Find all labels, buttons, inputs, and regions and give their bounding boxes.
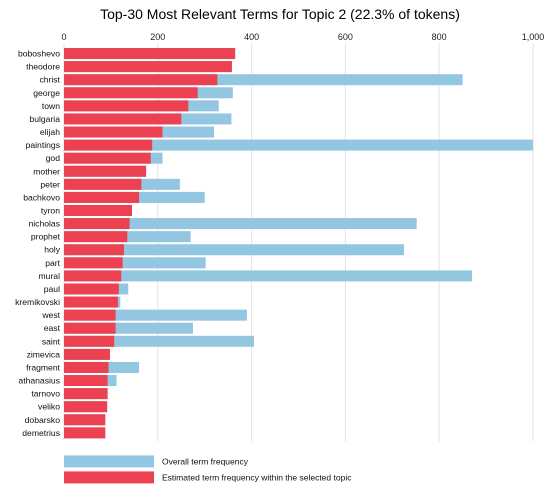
term-label: god xyxy=(46,153,61,163)
overall-bar xyxy=(64,322,193,334)
topic-bar xyxy=(64,113,182,125)
x-tick-label: 1,000 xyxy=(522,32,545,42)
overall-bar xyxy=(64,257,206,269)
topic-bar xyxy=(64,257,123,269)
term-label: veliko xyxy=(38,402,60,412)
term-label: tyron xyxy=(41,206,60,216)
x-tick-label: 800 xyxy=(432,32,447,42)
term-label: east xyxy=(44,323,61,333)
legend-swatch xyxy=(64,471,154,484)
term-label: west xyxy=(41,310,60,320)
topic-bar xyxy=(64,205,133,216)
topic-bar xyxy=(64,48,236,60)
term-label: prophet xyxy=(31,232,61,242)
x-tick-label: 0 xyxy=(61,32,66,42)
topic-bar xyxy=(64,401,108,413)
topic-bar xyxy=(64,414,106,426)
topic-bar xyxy=(64,100,189,112)
topic-bar xyxy=(64,296,118,308)
term-label: theodore xyxy=(26,62,60,72)
legend-label: Estimated term frequency within the sele… xyxy=(162,472,352,482)
overall-bar xyxy=(64,244,405,256)
overall-bar xyxy=(64,139,533,151)
term-label: george xyxy=(33,88,60,98)
overall-bar xyxy=(64,335,254,347)
topic-bar xyxy=(64,165,147,177)
topic-bar xyxy=(64,427,106,439)
term-label: mural xyxy=(39,271,61,281)
overall-bar xyxy=(64,309,247,321)
term-label: saint xyxy=(42,336,61,346)
topic-bar xyxy=(64,152,151,164)
topic-frequency-bars xyxy=(64,48,236,439)
overall-bar xyxy=(64,74,463,86)
topic-bar xyxy=(64,74,218,86)
term-labels: boboshevo theodore christ george town bulgari… xyxy=(15,49,61,438)
topic-bar xyxy=(64,388,108,400)
topic-bar xyxy=(64,375,108,387)
topic-bar xyxy=(64,139,153,151)
term-label: elijah xyxy=(40,127,60,137)
term-label: mother xyxy=(33,166,60,176)
term-label: nicholas xyxy=(28,219,60,229)
term-label: demetrius xyxy=(22,428,60,438)
topic-bar xyxy=(64,270,122,282)
x-tick-label: 400 xyxy=(244,32,259,42)
topic-bar xyxy=(64,61,232,73)
term-label: bulgaria xyxy=(29,114,60,124)
x-axis-ticks: 0 200 400 600 800 1,000 xyxy=(61,32,544,42)
term-label: boboshevo xyxy=(18,49,60,59)
term-label: fragment xyxy=(26,362,61,372)
overall-bar xyxy=(64,270,473,282)
topic-bar xyxy=(64,309,116,321)
legend-label: Overall term frequency xyxy=(162,456,249,466)
topic-bar xyxy=(64,87,198,99)
topic-bar xyxy=(64,231,128,243)
chart-title: Top-30 Most Relevant Terms for Topic 2 (… xyxy=(100,6,460,22)
legend: Overall term frequency Estimated term fre… xyxy=(64,455,352,484)
term-label: part xyxy=(45,258,60,268)
x-tick-label: 200 xyxy=(150,32,165,42)
term-label: paul xyxy=(44,284,60,294)
term-label: town xyxy=(42,101,60,111)
term-label: peter xyxy=(40,179,60,189)
topic-bar xyxy=(64,322,116,334)
topic-bar xyxy=(64,361,109,373)
overall-bar xyxy=(64,218,417,230)
topic-bar xyxy=(64,126,163,138)
term-label: kremikovski xyxy=(15,297,60,307)
term-label: tarnovo xyxy=(31,389,60,399)
topic-bar xyxy=(64,283,119,295)
topic-bar xyxy=(64,244,125,256)
topic-bar xyxy=(64,178,142,190)
topic-bar xyxy=(64,348,110,360)
term-label: dobarsko xyxy=(25,415,61,425)
term-label: christ xyxy=(39,75,60,85)
topic-bar xyxy=(64,335,115,347)
x-tick-label: 600 xyxy=(338,32,353,42)
term-label: bachkovo xyxy=(23,192,60,202)
topic-bar xyxy=(64,191,140,203)
legend-swatch xyxy=(64,455,154,468)
topic-bar xyxy=(64,218,130,230)
term-label: holy xyxy=(44,245,60,255)
term-label: athanasius xyxy=(18,376,60,386)
term-label: zimevica xyxy=(27,349,61,359)
term-label: paintings xyxy=(26,140,60,150)
